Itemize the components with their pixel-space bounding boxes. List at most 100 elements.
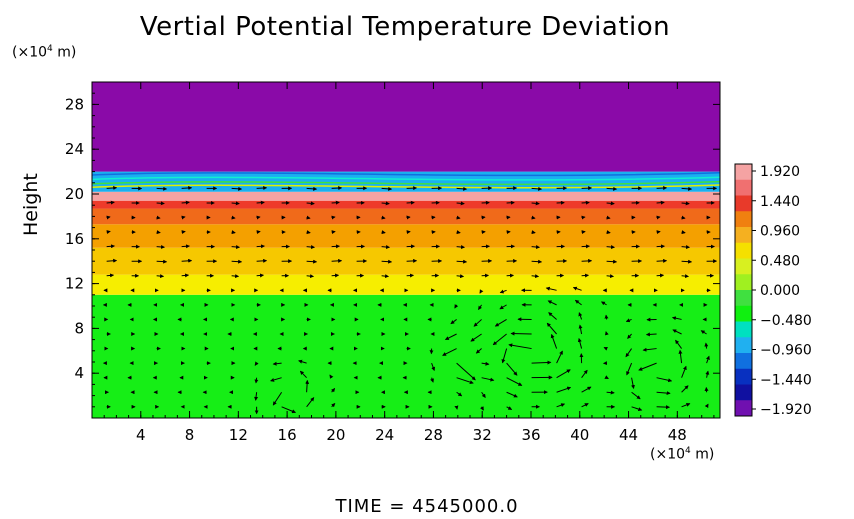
chart-title: Vertial Potential Temperature Deviation: [139, 12, 671, 42]
wind-vector: [678, 349, 683, 364]
colorbar-segment: [735, 305, 752, 322]
wind-vector: [581, 403, 589, 408]
wind-vector: [601, 301, 607, 306]
wind-vector: [681, 402, 691, 408]
wind-vector: [181, 230, 186, 235]
x-tick-label: 40: [570, 426, 589, 444]
wind-vector: [581, 369, 588, 378]
x-tick-label: 20: [326, 426, 345, 444]
field-streak-3: [91, 171, 721, 177]
wind-vector: [581, 386, 592, 393]
wind-vector: [631, 406, 643, 411]
wind-vector: [681, 365, 687, 378]
wind-vector: [381, 274, 390, 279]
time-label: TIME = 4545000.0: [335, 496, 519, 517]
wind-vector: [106, 244, 116, 249]
wind-vector: [531, 215, 536, 220]
wind-vector: [231, 215, 236, 220]
wind-vector: [606, 201, 615, 206]
x-axis: 4 8 12 16 20 24 28 32 36 40 44 48: [103, 82, 715, 444]
wind-vector: [454, 405, 459, 410]
wind-vector: [306, 215, 311, 220]
wind-vector: [604, 375, 609, 380]
wind-vector: [181, 244, 191, 249]
x-tick-label: 28: [424, 426, 443, 444]
wind-vector: [675, 339, 682, 349]
colorbar-label: 0.960: [760, 224, 800, 240]
wind-vector: [492, 333, 507, 346]
wind-vector: [499, 304, 507, 310]
wind-vector: [705, 370, 710, 378]
colorbar-segment: [735, 290, 752, 307]
colorbar-label: 0.000: [760, 283, 800, 299]
wind-vector: [499, 289, 507, 294]
wind-vector: [254, 392, 259, 401]
colorbar-segment: [735, 353, 752, 370]
wind-vector: [106, 273, 115, 278]
wind-vector: [642, 347, 657, 352]
wind-vector: [656, 215, 661, 220]
wind-vector: [381, 259, 393, 264]
wind-vector: [254, 377, 259, 384]
wind-vector: [456, 362, 476, 381]
wind-vector: [456, 201, 465, 206]
colorbar: 1.920 1.440 0.960 0.480 0.000 −0.480 −0.960 −1.…: [734, 163, 812, 418]
colorbar-segment: [735, 321, 752, 338]
y-tick-label: 24: [65, 140, 84, 158]
wind-vector: [256, 258, 268, 263]
wind-vector: [556, 369, 571, 379]
y-tick-label: 8: [74, 319, 84, 337]
x-tick-label: 44: [619, 426, 638, 444]
wind-vector: [606, 186, 618, 191]
wind-vector: [638, 362, 657, 371]
wind-vector: [306, 274, 315, 279]
colorbar-segment: [735, 337, 752, 354]
wind-vector: [531, 230, 536, 235]
y-axis-unit: (×104 m): [12, 44, 76, 61]
y-axis: 4 8 12 16 20 24 28: [65, 92, 720, 408]
wind-vector: [331, 403, 336, 408]
wind-vector: [381, 245, 391, 250]
wind-vector: [531, 245, 540, 250]
wind-vector: [577, 337, 583, 349]
wind-vector: [704, 342, 709, 349]
field-layer-1: [92, 274, 720, 295]
wind-vector: [606, 274, 615, 279]
wind-vector: [306, 230, 311, 235]
y-tick-label: 12: [65, 275, 84, 293]
x-tick-label: 4: [136, 426, 146, 444]
wind-vector: [548, 312, 557, 320]
y-tick-label: 16: [65, 230, 84, 248]
wind-vector: [706, 355, 710, 364]
wind-vector: [381, 230, 386, 235]
wind-vector: [506, 391, 518, 398]
wind-vector: [473, 319, 482, 327]
y-tick-label: 4: [74, 364, 84, 382]
x-tick-label: 8: [185, 426, 195, 444]
field-streak-1: [91, 180, 721, 186]
wind-vector: [656, 244, 665, 249]
wind-vector: [106, 230, 111, 235]
wind-vector: [106, 258, 118, 263]
field-layer-5: [92, 200, 720, 209]
wind-vector: [456, 274, 465, 279]
wind-vector: [456, 245, 465, 250]
colorbar-segment: [735, 274, 752, 291]
wind-vector: [606, 215, 611, 220]
wind-vector: [481, 377, 495, 382]
wind-vector: [430, 377, 434, 383]
colorbar-segment: [735, 258, 752, 275]
wind-vector: [231, 245, 241, 250]
wind-vector: [656, 391, 671, 396]
wind-vector: [531, 201, 540, 206]
wind-vector: [481, 361, 490, 366]
colorbar-segment: [735, 195, 752, 212]
wind-vector: [626, 362, 633, 376]
wind-vector: [681, 245, 690, 250]
wind-vector: [475, 348, 482, 354]
wind-vector: [156, 274, 165, 279]
wind-vector: [156, 259, 168, 264]
wind-vector: [231, 274, 240, 279]
